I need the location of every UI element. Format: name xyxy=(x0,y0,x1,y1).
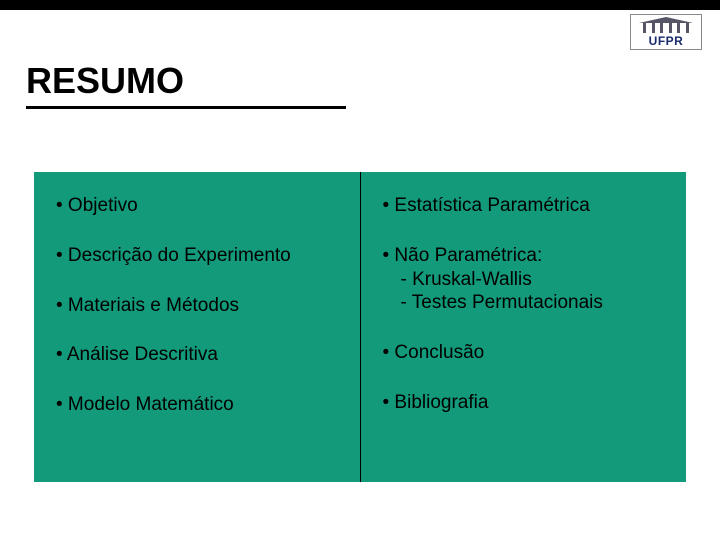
content-box: • Objetivo • Descrição do Experimento • … xyxy=(34,172,686,482)
right-column: • Estatística Paramétrica • Não Paramétr… xyxy=(361,172,687,482)
ufpr-logo: UFPR xyxy=(630,14,702,50)
list-item: • Bibliografia xyxy=(383,391,669,415)
title-underline xyxy=(26,106,346,109)
list-item: • Objetivo xyxy=(56,194,342,218)
list-item: • Materiais e Métodos xyxy=(56,294,342,318)
nonparam-sub: - Testes Permutacionais xyxy=(383,291,669,315)
logo-text: UFPR xyxy=(649,34,684,48)
top-bar xyxy=(0,0,720,10)
nonparam-head: • Não Paramétrica: xyxy=(383,244,669,268)
list-item: • Descrição do Experimento xyxy=(56,244,342,268)
logo-building-icon xyxy=(639,17,693,33)
list-item: • Modelo Matemático xyxy=(56,393,342,417)
left-column: • Objetivo • Descrição do Experimento • … xyxy=(34,172,361,482)
title-block: RESUMO xyxy=(26,60,720,109)
page-title: RESUMO xyxy=(26,60,184,102)
list-item-nonparam: • Não Paramétrica: - Kruskal-Wallis - Te… xyxy=(383,244,669,315)
list-item: • Estatística Paramétrica xyxy=(383,194,669,218)
list-item: • Análise Descritiva xyxy=(56,343,342,367)
list-item: • Conclusão xyxy=(383,341,669,365)
nonparam-sub: - Kruskal-Wallis xyxy=(383,268,669,292)
